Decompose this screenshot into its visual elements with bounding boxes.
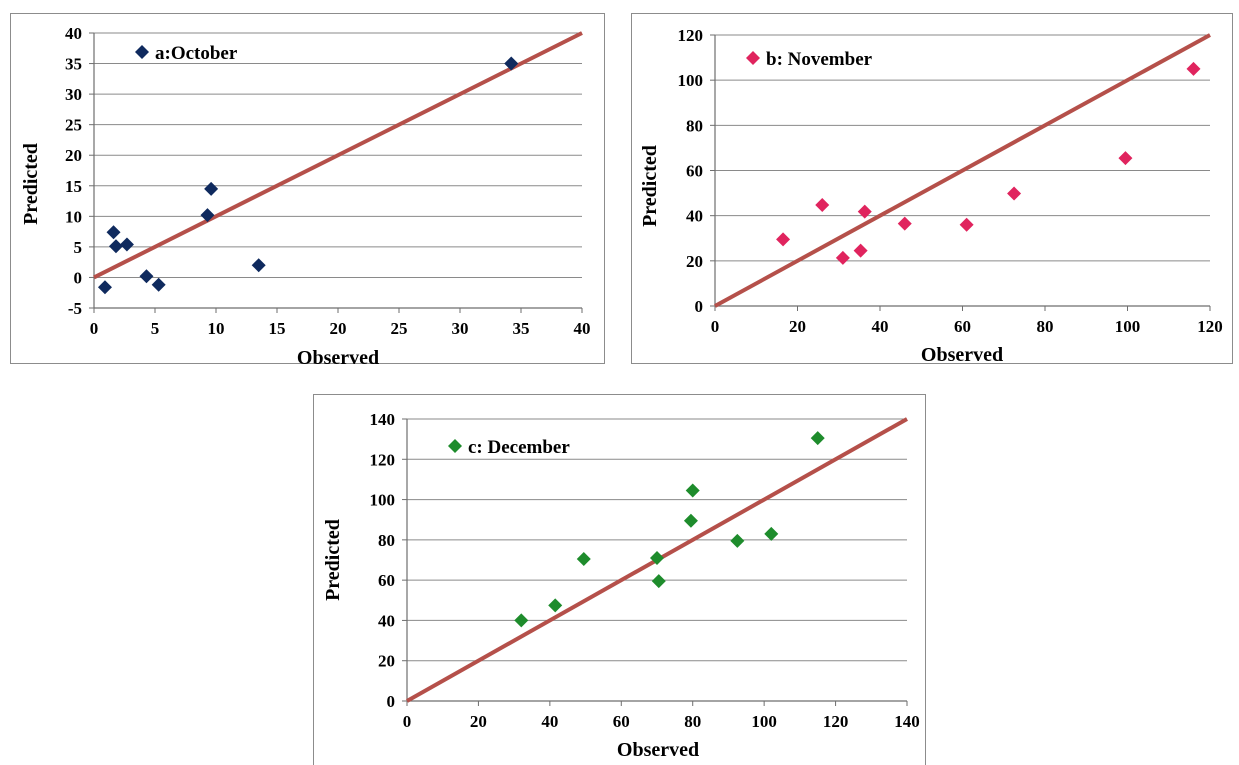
- data-point: [251, 258, 266, 273]
- data-point: [853, 243, 868, 258]
- x-tick-label: 100: [751, 712, 777, 731]
- data-point: [139, 269, 154, 284]
- reference-line: [714, 33, 1211, 308]
- y-tick-label: 10: [65, 207, 82, 226]
- x-tick-label: 20: [330, 319, 347, 338]
- legend-label: c: December: [468, 437, 570, 458]
- data-point: [1007, 186, 1022, 201]
- x-tick-label: 20: [789, 317, 806, 336]
- data-point: [151, 277, 166, 292]
- y-tick-label: 80: [686, 116, 703, 135]
- x-tick-label: 100: [1115, 317, 1141, 336]
- x-tick-label: 120: [823, 712, 849, 731]
- reference-line: [93, 31, 583, 280]
- data-point: [1186, 61, 1201, 76]
- data-point: [119, 237, 134, 252]
- y-tick-label: 60: [686, 162, 703, 181]
- legend-marker: [746, 51, 760, 65]
- x-tick-label: 0: [403, 712, 412, 731]
- x-tick-label: 40: [541, 712, 558, 731]
- y-axis-title: Predicted: [322, 519, 344, 601]
- y-tick-label: 25: [65, 116, 82, 135]
- data-point: [651, 574, 666, 589]
- y-tick-label: 40: [65, 24, 82, 43]
- x-tick-label: 60: [613, 712, 630, 731]
- y-tick-label: 20: [686, 252, 703, 271]
- data-point: [650, 550, 664, 565]
- legend-marker: [448, 439, 462, 453]
- x-tick-label: 20: [470, 712, 487, 731]
- data-point: [97, 280, 112, 295]
- legend-label: a:October: [155, 43, 238, 64]
- x-tick-label: 40: [872, 317, 889, 336]
- y-tick-label: 40: [378, 611, 395, 630]
- data-point: [683, 513, 698, 528]
- legend-label: b: November: [766, 49, 873, 70]
- panel-october: -5 0 5 10 15 20 25 30 35 40 0 5 10 15 20 25 30 35 40 a:Octo…: [10, 13, 605, 369]
- y-tick-label: 0: [74, 268, 83, 287]
- data-point: [204, 181, 219, 196]
- x-tick-label: 30: [452, 319, 469, 338]
- data-point: [548, 598, 563, 613]
- x-tick-label: 120: [1197, 317, 1223, 336]
- y-axis-title: Predicted: [20, 143, 42, 225]
- x-tick-label: 60: [954, 317, 971, 336]
- data-point: [106, 225, 121, 240]
- y-tick-label: 60: [378, 571, 395, 590]
- data-point: [1118, 151, 1133, 166]
- data-point: [897, 216, 912, 231]
- data-point: [730, 533, 745, 548]
- x-tick-label: 0: [711, 317, 720, 336]
- y-tick-label: 0: [695, 297, 704, 316]
- y-tick-label: 5: [74, 238, 83, 257]
- legend-marker: [135, 45, 149, 59]
- y-tick-label: 100: [370, 491, 396, 510]
- y-tick-label: 120: [370, 450, 396, 469]
- y-tick-label: 15: [65, 177, 82, 196]
- x-axis-title: Observed: [297, 347, 379, 369]
- x-tick-label: 25: [391, 319, 408, 338]
- y-tick-label: 100: [678, 71, 704, 90]
- data-point: [200, 208, 215, 223]
- x-axis-title: Observed: [921, 344, 1003, 366]
- x-tick-label: 35: [513, 319, 530, 338]
- x-axis-title: Observed: [617, 739, 699, 761]
- y-tick-label: -5: [68, 299, 82, 318]
- y-axis-title: Predicted: [639, 145, 661, 227]
- data-point: [815, 198, 830, 213]
- x-tick-label: 0: [90, 319, 99, 338]
- data-point: [576, 551, 591, 566]
- x-tick-label: 10: [208, 319, 225, 338]
- x-tick-label: 80: [684, 712, 701, 731]
- data-point: [764, 526, 779, 541]
- data-point: [776, 232, 791, 247]
- data-point: [835, 250, 850, 265]
- y-tick-label: 0: [387, 692, 396, 711]
- x-tick-label: 15: [269, 319, 286, 338]
- data-point: [685, 483, 700, 498]
- data-point: [108, 239, 123, 254]
- panel-december: 0 20 40 60 80 100 120 140 0 20 40 60 80 100 120 140 c: D…: [313, 394, 926, 765]
- data-point: [857, 204, 872, 219]
- data-point: [514, 613, 529, 628]
- y-tick-label: 140: [370, 410, 396, 429]
- x-tick-label: 80: [1037, 317, 1054, 336]
- data-point: [810, 431, 825, 446]
- y-tick-label: 40: [686, 207, 703, 226]
- panel-november: 0 20 40 60 80 100 120 0 20 40 60 80 100 120 b: Novembe…: [631, 13, 1233, 366]
- y-tick-label: 30: [65, 85, 82, 104]
- y-tick-label: 20: [65, 146, 82, 165]
- data-point: [504, 56, 519, 71]
- x-tick-label: 40: [574, 319, 591, 338]
- x-tick-label: 5: [151, 319, 160, 338]
- y-tick-label: 20: [378, 652, 395, 671]
- data-point: [959, 217, 974, 232]
- y-tick-label: 80: [378, 531, 395, 550]
- x-tick-label: 140: [894, 712, 920, 731]
- y-tick-label: 120: [678, 26, 704, 45]
- y-tick-label: 35: [65, 55, 82, 74]
